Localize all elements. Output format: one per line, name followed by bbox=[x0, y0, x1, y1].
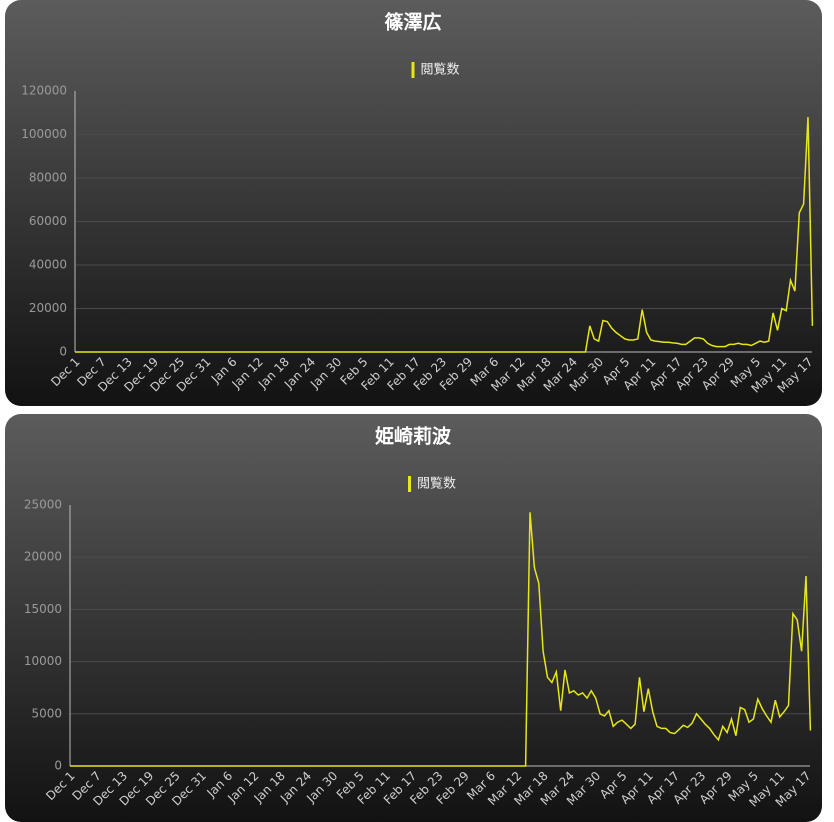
panel-bg bbox=[5, 0, 822, 406]
y-tick-label: 40000 bbox=[29, 258, 67, 272]
y-tick-label: 15000 bbox=[24, 602, 62, 616]
y-tick-label: 0 bbox=[54, 759, 62, 773]
y-tick-label: 100000 bbox=[21, 127, 67, 141]
y-tick-label: 5000 bbox=[31, 706, 62, 720]
legend-swatch bbox=[411, 62, 415, 78]
y-tick-label: 20000 bbox=[24, 550, 62, 564]
y-tick-label: 20000 bbox=[29, 301, 67, 315]
y-tick-label: 120000 bbox=[21, 84, 67, 98]
y-tick-label: 25000 bbox=[24, 498, 62, 512]
y-tick-label: 0 bbox=[59, 345, 67, 359]
series-line bbox=[75, 117, 814, 353]
y-tick-label: 80000 bbox=[29, 171, 67, 185]
legend-swatch bbox=[408, 476, 411, 492]
legend-label: 閲覧数 bbox=[421, 62, 460, 78]
legend-label: 閲覧数 bbox=[417, 476, 456, 492]
chart-title: 姫崎莉波 bbox=[375, 425, 452, 448]
series-line bbox=[70, 512, 812, 767]
y-tick-label: 10000 bbox=[24, 654, 62, 668]
chart-panel: 篠澤広020000400006000080000100000120000Dec … bbox=[5, 0, 822, 406]
chart-title: 篠澤広 bbox=[384, 11, 441, 34]
panel-bg bbox=[5, 414, 822, 822]
y-tick-label: 60000 bbox=[29, 214, 67, 228]
